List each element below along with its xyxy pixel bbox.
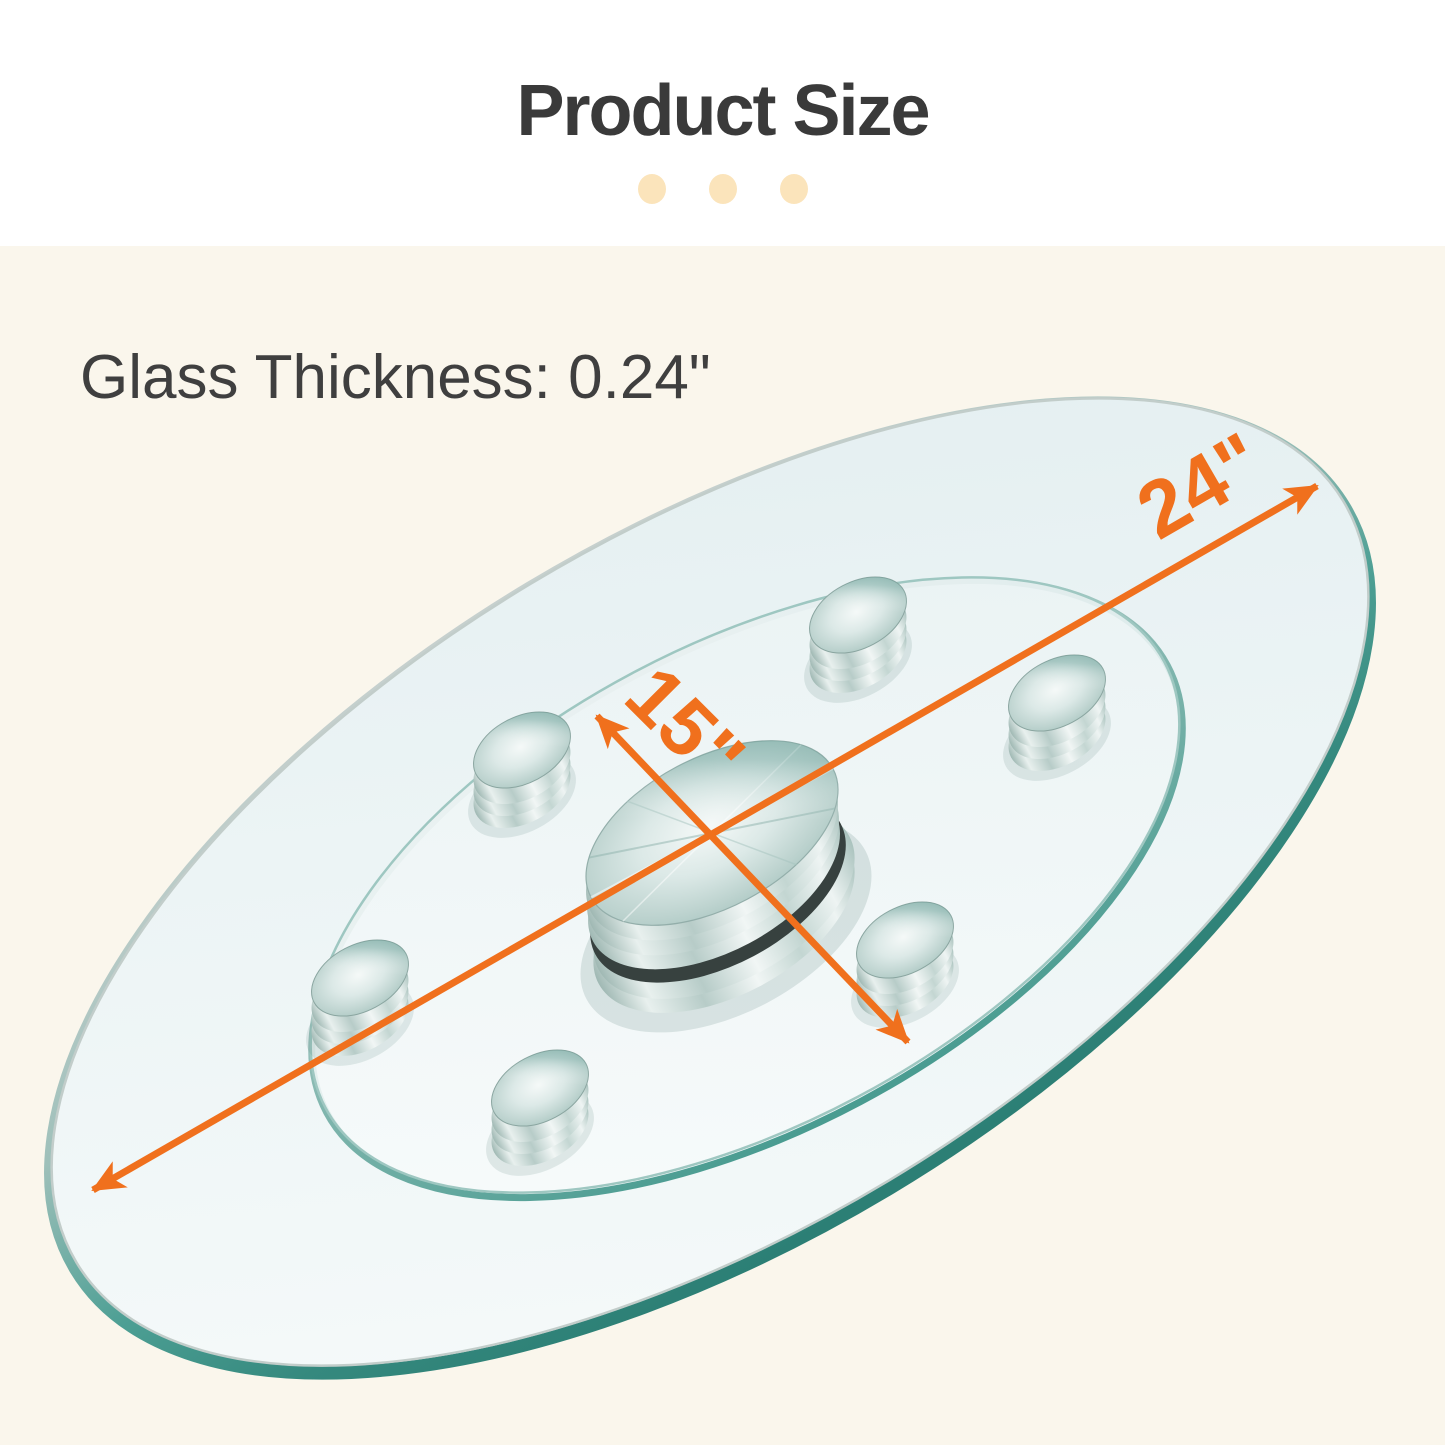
- glass-thickness-label: Glass Thickness: 0.24": [80, 343, 711, 412]
- dot-icon: [637, 174, 666, 204]
- page-title: Product Size: [516, 71, 930, 151]
- title-divider-dots: [0, 174, 1445, 204]
- dimension-arrow-15: [594, 713, 911, 1045]
- dot-icon: [708, 174, 737, 204]
- dot-icon: [779, 174, 808, 204]
